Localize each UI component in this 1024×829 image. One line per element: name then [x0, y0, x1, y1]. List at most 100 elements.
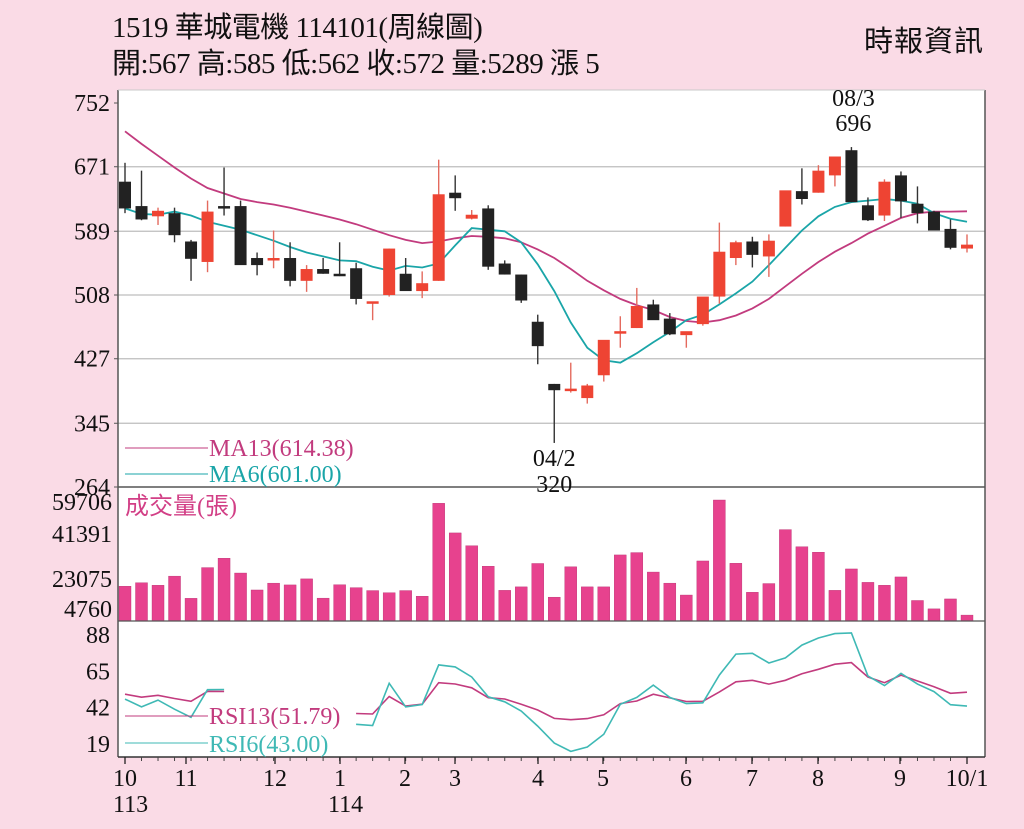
candle	[812, 165, 825, 193]
rsi-tick-label: 42	[86, 696, 110, 722]
candle	[399, 258, 412, 292]
candle	[597, 339, 610, 382]
candle	[663, 313, 676, 336]
x-tick-label: 8	[812, 766, 824, 792]
x-tick-label: 3	[449, 766, 461, 792]
volume-title: 成交量(張)	[125, 493, 237, 520]
price-tick-label: 345	[74, 411, 110, 437]
candle	[795, 168, 808, 205]
candle	[201, 200, 214, 273]
moving-average-lines	[124, 130, 968, 364]
volume-tick-label: 4760	[64, 597, 112, 623]
source-label: 時報資訊	[863, 24, 984, 58]
x-tick-label: 9	[894, 766, 906, 792]
candle	[762, 234, 775, 277]
candle	[564, 362, 577, 393]
candle	[465, 210, 478, 220]
candle	[135, 170, 148, 221]
rsi-tick-label: 88	[86, 623, 110, 649]
candle	[911, 186, 924, 224]
x-tick-label: 1	[334, 766, 346, 792]
candle	[779, 190, 792, 227]
candle	[630, 287, 643, 329]
x-tick-label: 4	[532, 766, 544, 792]
price-tick-label: 752	[74, 91, 110, 117]
candle	[234, 200, 247, 266]
candle	[927, 210, 940, 231]
gridlines	[118, 166, 985, 424]
x-tick-label: 5	[597, 766, 609, 792]
high-date-label: 08/3	[832, 86, 875, 112]
candle	[746, 236, 759, 268]
price-panel	[118, 90, 985, 487]
x-tick-label: 10/1	[946, 766, 989, 792]
candle	[300, 265, 313, 292]
candle	[729, 240, 742, 266]
candle	[267, 230, 280, 269]
volume-tick-label: 59706	[52, 490, 112, 516]
candle	[647, 299, 660, 321]
candle	[845, 147, 858, 203]
candle	[350, 262, 363, 305]
candle	[119, 162, 131, 214]
price-tick-label: 671	[74, 155, 110, 181]
volume-bars	[118, 499, 974, 622]
x-tick-label: 2	[399, 766, 411, 792]
candle	[251, 252, 264, 276]
candle	[861, 197, 874, 222]
candle	[581, 383, 594, 404]
ma13-legend: MA13(614.38)	[209, 436, 354, 462]
x-tick-label: 6	[680, 766, 692, 792]
candle	[383, 248, 396, 297]
candle	[498, 260, 511, 275]
candle	[449, 175, 462, 211]
candle	[878, 179, 891, 222]
x-tick-label: 7	[746, 766, 758, 792]
candle	[696, 296, 709, 326]
x-tick-label: 10	[113, 766, 137, 792]
ma6-legend: MA6(601.00)	[209, 462, 342, 488]
rsi13-legend: RSI13(51.79)	[209, 704, 340, 730]
candle	[284, 242, 297, 287]
candle	[432, 159, 445, 281]
x-year-label: 113	[113, 792, 148, 818]
price-tick-label: 589	[74, 219, 110, 245]
candle	[944, 219, 957, 250]
candle	[961, 234, 973, 253]
candle	[185, 239, 198, 281]
chart-frame	[114, 89, 986, 764]
candle	[317, 258, 330, 274]
volume-tick-label: 41391	[52, 522, 112, 548]
candle	[168, 207, 181, 243]
legends: MA13(614.38)MA6(601.00) 成交量(張) RSI13(51.79…	[125, 436, 354, 758]
candle	[828, 156, 841, 187]
x-tick-label: 11	[174, 766, 197, 792]
candle	[680, 331, 693, 348]
price-tick-label: 427	[74, 347, 110, 373]
candle	[515, 274, 528, 303]
rsi6-legend: RSI6(43.00)	[209, 732, 328, 758]
x-year-label: 114	[328, 792, 363, 818]
candle	[333, 242, 346, 277]
rsi-tick-label: 19	[86, 732, 110, 758]
low-value-label: 320	[536, 472, 572, 498]
low-date-label: 04/2	[533, 446, 576, 472]
rsi-lines	[124, 632, 968, 753]
candle	[218, 167, 231, 216]
quote-summary: 開:567 高:585 低:562 收:572 量:5289 漲 5	[112, 48, 600, 80]
chart-title: 1519 華城電機 114101(周線圖)	[112, 12, 483, 44]
candle	[152, 207, 165, 225]
candle	[531, 314, 544, 365]
volume-tick-label: 23075	[52, 567, 112, 593]
x-tick-label: 12	[263, 766, 287, 792]
candle	[894, 171, 907, 218]
candle	[614, 316, 627, 348]
price-tick-label: 508	[74, 283, 110, 309]
candlesticks	[119, 147, 973, 443]
candle	[713, 222, 726, 304]
candle	[366, 301, 379, 321]
high-value-label: 696	[835, 111, 871, 137]
